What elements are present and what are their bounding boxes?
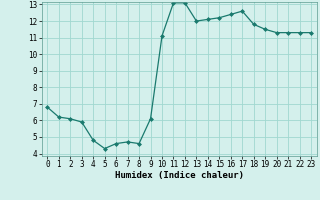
X-axis label: Humidex (Indice chaleur): Humidex (Indice chaleur) <box>115 171 244 180</box>
